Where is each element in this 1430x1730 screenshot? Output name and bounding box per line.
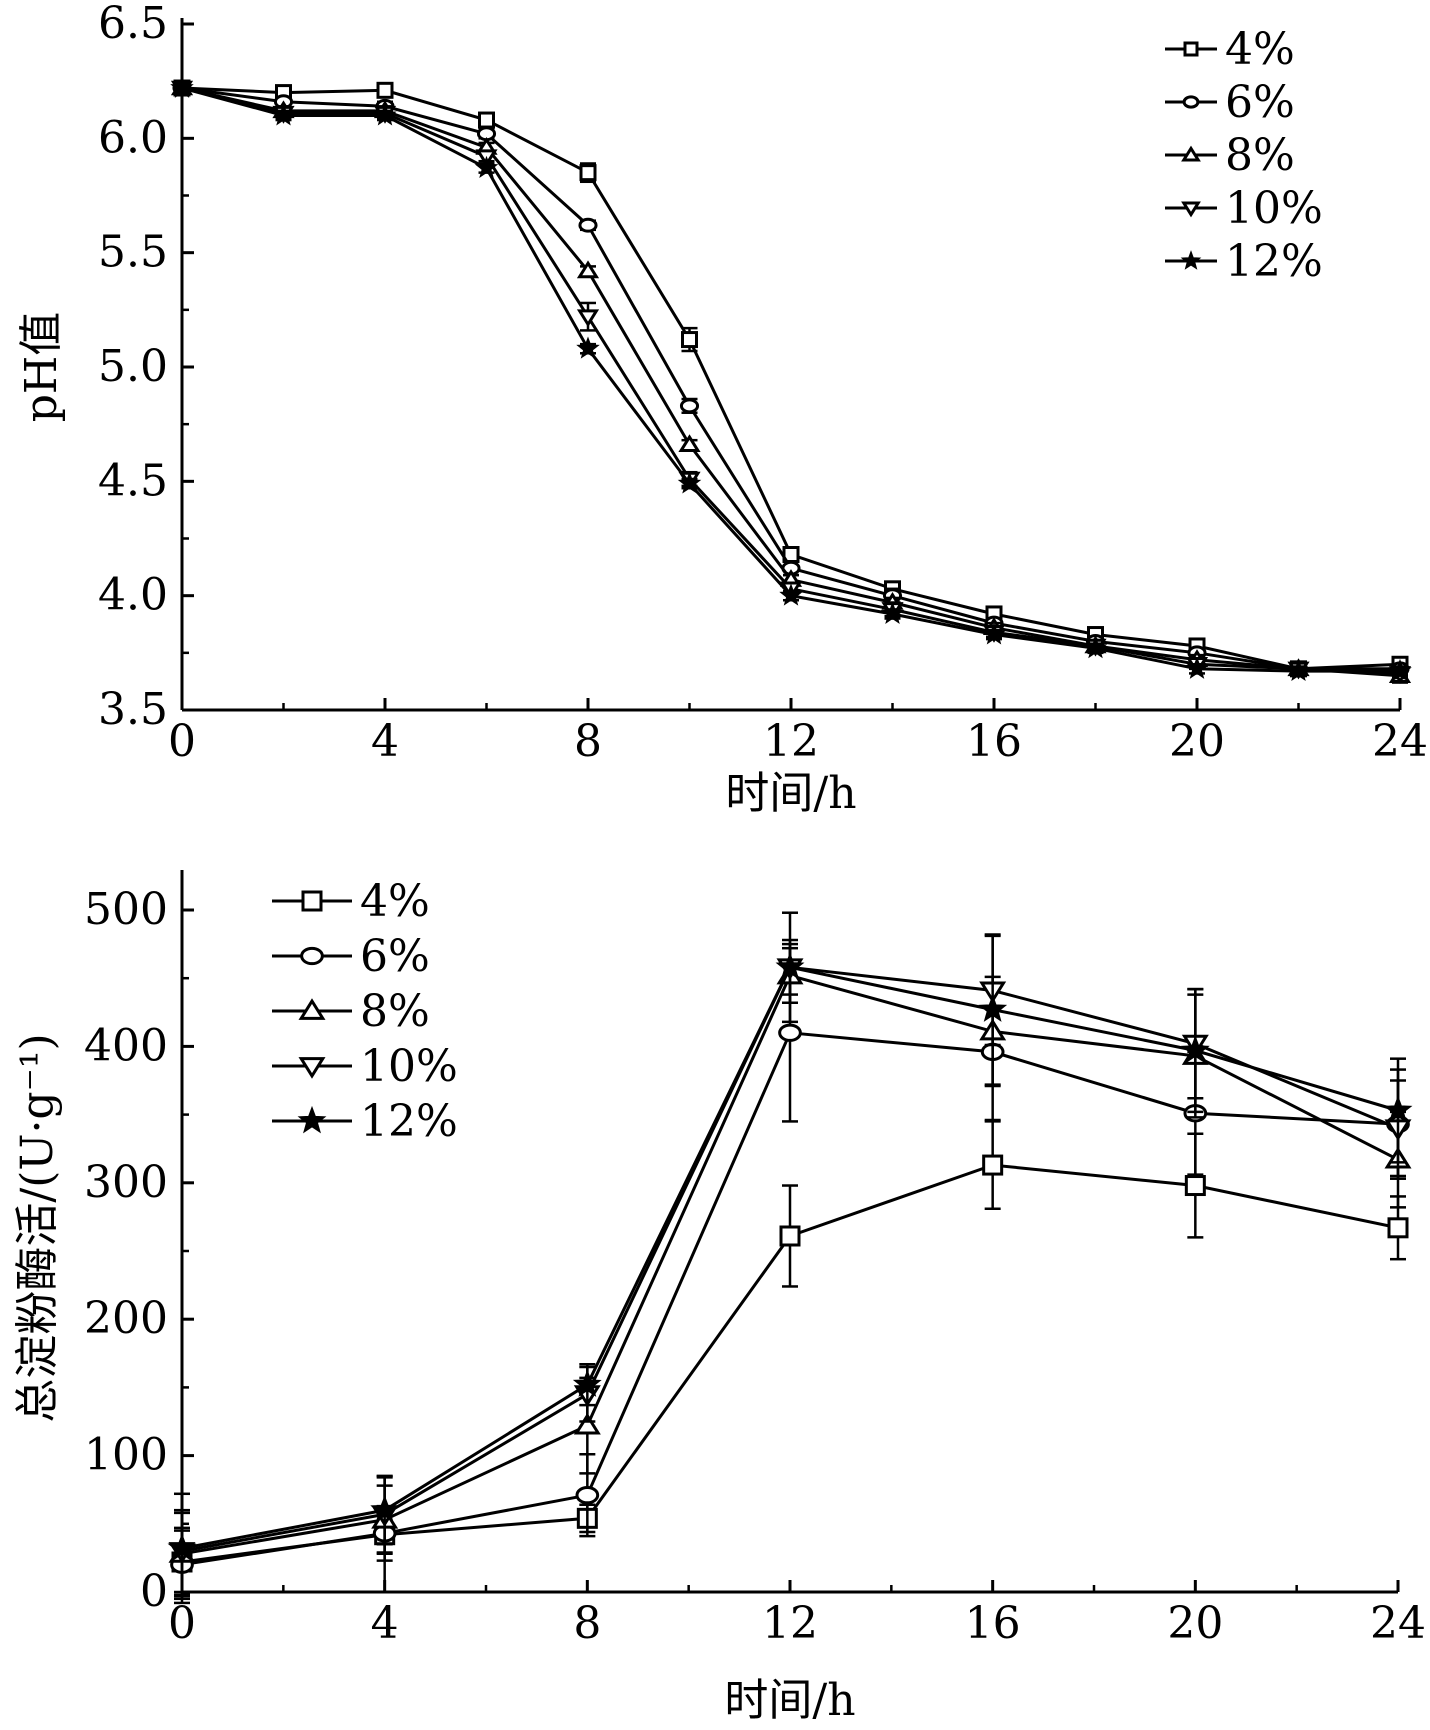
x-axis-title: 时间/h <box>724 1675 855 1726</box>
legend-label: 12% <box>1225 236 1323 287</box>
legend-marker-square <box>301 890 323 912</box>
data-point-star <box>1383 1095 1413 1123</box>
y-tick-label: 6.5 <box>98 0 168 49</box>
data-point-star <box>677 471 702 494</box>
data-point-triangle-up <box>678 434 701 453</box>
y-tick-label: 500 <box>84 884 168 935</box>
legend-label: 12% <box>360 1096 458 1147</box>
data-point-square <box>681 331 698 349</box>
data-point-star <box>1388 658 1412 682</box>
x-tick-label: 24 <box>1372 716 1428 767</box>
legend-marker-circle <box>300 946 324 966</box>
data-point-square <box>579 164 597 182</box>
data-point-star <box>373 103 397 126</box>
data-point-star <box>167 1533 197 1561</box>
x-tick-label: 8 <box>574 716 602 767</box>
x-tick-label: 8 <box>573 1598 601 1649</box>
data-point-star <box>370 1494 400 1523</box>
data-point-star <box>1286 658 1311 682</box>
data-point-star <box>1185 656 1209 679</box>
y-tick-label: 3.5 <box>98 684 168 735</box>
data-point-square <box>376 81 394 99</box>
data-point-star <box>1180 1035 1210 1063</box>
y-tick-label: 200 <box>84 1293 168 1344</box>
data-point-square <box>478 111 495 129</box>
data-point-circle <box>578 217 598 233</box>
legend-marker-circle <box>1182 95 1200 109</box>
y-axis-title: 总淀粉酶活/(U·g⁻¹) <box>12 1033 63 1422</box>
y-tick-label: 4.5 <box>98 455 168 506</box>
legend-label: 6% <box>360 931 430 982</box>
legend-marker-triangle-down <box>298 1057 326 1079</box>
data-point-square <box>1387 1217 1409 1239</box>
data-point-star <box>982 622 1006 645</box>
y-tick-label: 5.5 <box>98 227 168 278</box>
y-tick-label: 300 <box>84 1157 168 1208</box>
y-tick-label: 6.0 <box>98 112 168 163</box>
ph-chart: 0 4 8 12 16 20 24 3.5 4.0 4.5 5.0 5.5 6.0 6.5 时间/h pH值 4… <box>16 0 1428 819</box>
legend: 4%6%8%10%12% <box>1165 24 1323 287</box>
legend: 4%6%8%10%12% <box>272 876 458 1147</box>
amylase-chart: 0 4 8 12 16 20 24 0 100 200 300 400 500 时间/h 总淀粉酶活/(U·… <box>12 870 1426 1726</box>
y-tick-label: 400 <box>84 1020 168 1071</box>
data-point-star <box>978 994 1008 1022</box>
legend-label: 4% <box>360 876 430 927</box>
y-tick-label: 5.0 <box>98 341 168 392</box>
x-tick-label: 16 <box>965 1598 1021 1649</box>
data-point-star <box>170 75 194 98</box>
data-point-star <box>1083 635 1108 659</box>
data-point-circle <box>778 1023 802 1042</box>
data-point-circle <box>679 398 700 414</box>
y-tick-label: 100 <box>84 1430 168 1481</box>
x-tick-label: 12 <box>763 716 819 767</box>
data-point-square <box>1184 1175 1206 1197</box>
data-point-star <box>474 155 499 179</box>
legend-marker-star <box>297 1105 327 1134</box>
legend-label: 8% <box>360 986 430 1037</box>
x-tick-label: 24 <box>1370 1598 1426 1649</box>
x-axis-title: 时间/h <box>725 768 856 819</box>
x-tick-label: 4 <box>371 1598 399 1649</box>
data-point-circle <box>575 1486 600 1505</box>
y-axis-title: pH值 <box>16 312 67 423</box>
data-point-star <box>572 1369 602 1397</box>
x-tick-label: 0 <box>168 716 196 767</box>
legend-marker-square <box>1183 41 1199 57</box>
legend-marker-triangle-up <box>298 998 326 1020</box>
data-point-star <box>779 583 803 606</box>
data-point-star <box>880 601 905 624</box>
x-tick-label: 20 <box>1167 1598 1223 1649</box>
data-point-triangle-up <box>576 260 600 279</box>
x-tick-label: 20 <box>1169 716 1225 767</box>
data-point-star <box>775 952 805 980</box>
legend-marker-triangle-up <box>1181 145 1201 162</box>
legend-label: 8% <box>1225 130 1295 181</box>
x-tick-label: 4 <box>371 716 399 767</box>
legend-label: 4% <box>1225 24 1295 75</box>
y-tick-label: 4.0 <box>98 570 168 621</box>
series-4 <box>170 75 1412 682</box>
y-tick-label: 0 <box>140 1566 168 1617</box>
legend-label: 10% <box>360 1041 458 1092</box>
x-tick-label: 12 <box>762 1598 818 1649</box>
legend-label: 10% <box>1225 183 1323 234</box>
series-4 <box>167 911 1413 1605</box>
data-point-square <box>982 1154 1004 1176</box>
legend-marker-star <box>1180 250 1202 270</box>
x-tick-label: 16 <box>966 716 1022 767</box>
data-point-star <box>576 336 600 359</box>
data-point-square <box>779 1225 801 1247</box>
legend-marker-triangle-down <box>1181 201 1201 218</box>
data-point-triangle-down <box>576 309 600 328</box>
legend-label: 6% <box>1225 77 1295 128</box>
data-point-triangle-up <box>573 1412 601 1435</box>
data-point-star <box>271 103 296 126</box>
x-tick-label: 0 <box>168 1598 196 1649</box>
